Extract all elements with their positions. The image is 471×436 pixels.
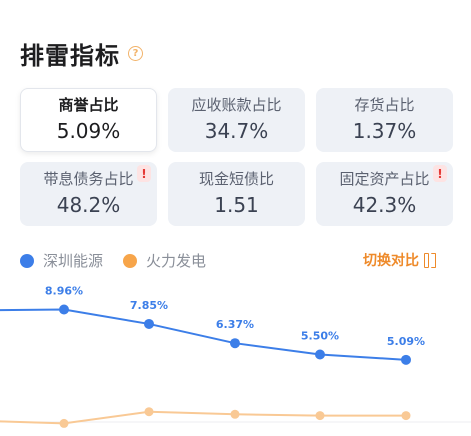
card-inventory[interactable]: 存货占比 1.37% (316, 88, 453, 152)
alert-icon: ! (137, 165, 151, 182)
chart-legend: 深圳能源 火力发电 (20, 250, 226, 271)
card-value: 1.51 (214, 193, 259, 217)
card-goodwill[interactable]: 商誉占比 5.09% (20, 88, 157, 152)
card-label: 带息债务占比 (43, 170, 134, 188)
card-value: 48.2% (56, 193, 121, 217)
legend-label: 深圳能源 (43, 252, 104, 270)
indicator-grid: 商誉占比 5.09% 应收账款占比 34.7% 存货占比 1.37% ! 带息债… (20, 88, 453, 226)
data-point[interactable] (59, 304, 69, 315)
compare-icon (424, 252, 437, 268)
legend-item-company[interactable]: 深圳能源 (20, 250, 103, 271)
series-line-industry (0, 410, 406, 425)
data-label: 7.85% (130, 299, 168, 312)
data-label: 5.50% (301, 330, 339, 343)
card-label: 商誉占比 (58, 96, 119, 114)
section-header: 排雷指标 ? (20, 36, 143, 71)
card-label: 应收账款占比 (191, 96, 282, 114)
data-point[interactable] (401, 411, 411, 421)
legend-dot-icon (123, 253, 138, 268)
compare-toggle-button[interactable]: 切换对比 (363, 250, 437, 270)
data-point[interactable] (144, 318, 154, 329)
data-point[interactable] (59, 418, 69, 428)
data-point[interactable] (230, 338, 240, 349)
card-label: 固定资产占比 (339, 170, 430, 188)
card-value: 34.7% (204, 119, 269, 143)
help-icon[interactable]: ? (128, 46, 143, 61)
card-value: 42.3% (352, 193, 417, 217)
card-value: 5.09% (56, 119, 121, 143)
alert-icon: ! (433, 165, 447, 182)
page-title: 排雷指标 (20, 42, 120, 70)
card-label: 现金短债比 (198, 170, 274, 188)
legend-dot-icon (20, 253, 34, 268)
data-point[interactable] (401, 354, 411, 365)
data-label: 5.09% (387, 335, 425, 348)
card-fixed-assets[interactable]: ! 固定资产占比 42.3% (316, 162, 453, 226)
series-line-company (0, 308, 407, 361)
card-label: 存货占比 (354, 96, 415, 114)
card-cash-debt[interactable]: 现金短债比 1.51 (168, 162, 305, 226)
line-chart: 8.96% 7.85% 6.37% 5.50% 5.09% (0, 285, 471, 428)
compare-label: 切换对比 (363, 253, 419, 269)
data-label: 6.37% (216, 318, 254, 331)
data-point[interactable] (315, 411, 325, 421)
legend-item-industry[interactable]: 火力发电 (123, 250, 206, 271)
data-point[interactable] (230, 409, 240, 419)
legend-label: 火力发电 (146, 252, 207, 270)
data-point[interactable] (144, 407, 154, 417)
card-interest-debt[interactable]: ! 带息债务占比 48.2% (20, 162, 157, 226)
card-receivables[interactable]: 应收账款占比 34.7% (168, 88, 305, 152)
data-point[interactable] (315, 349, 325, 360)
data-label: 8.96% (45, 285, 83, 298)
card-value: 1.37% (352, 119, 417, 143)
